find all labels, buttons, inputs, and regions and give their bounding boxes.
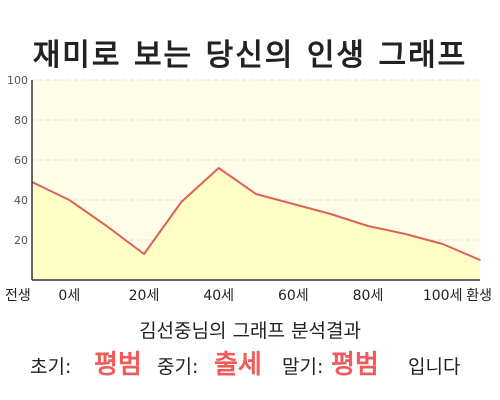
life-graph-chart: 20 40 60 80 100 전생 0세 20세 40세 60세 80세 100세 환생 [5, 74, 492, 304]
x-tick-label: 환생 [466, 288, 492, 304]
data-point [255, 193, 257, 195]
data-point [329, 213, 332, 215]
data-point [367, 225, 369, 227]
y-tick-label: 40 [14, 194, 28, 207]
middle-value: 출세 [214, 350, 262, 380]
data-point [292, 203, 295, 205]
middle-label: 중기: [157, 356, 199, 378]
x-tick-label: 0세 [58, 288, 80, 304]
early-value: 평범 [94, 350, 142, 380]
early-label: 초기: [30, 356, 72, 378]
x-tick-label: 60세 [278, 288, 309, 304]
y-tick-label: 20 [14, 234, 28, 247]
late-value: 평범 [331, 350, 379, 380]
ending-text: 입니다 [408, 356, 461, 378]
x-tick-label: 80세 [353, 288, 384, 304]
series-area [32, 168, 480, 280]
data-point [105, 225, 108, 227]
y-tick-label: 100 [7, 74, 28, 87]
analysis-title: 김선중님의 그래프 분석결과 [139, 320, 361, 342]
analysis-summary: 초기: 평범 중기: 출세 말기: 평범 입니다 [30, 344, 480, 384]
x-tick-label: 40세 [203, 288, 234, 304]
x-tick-label: 100세 [423, 288, 463, 304]
y-tick-label: 60 [14, 154, 28, 167]
page-title: 재미로 보는 당신의 인생 그래프 [32, 38, 468, 73]
y-tick-label: 80 [14, 114, 28, 127]
data-point [441, 243, 444, 245]
data-point [479, 259, 481, 261]
data-point [180, 201, 183, 203]
data-point [404, 233, 407, 235]
data-point [217, 167, 220, 169]
series-layer [31, 167, 481, 280]
x-tick-label: 전생 [5, 288, 31, 304]
data-point [143, 253, 145, 255]
chart-axes [31, 80, 480, 281]
data-point [68, 199, 71, 201]
x-tick-label: 20세 [129, 288, 160, 304]
late-label: 말기: [282, 356, 324, 378]
x-axis-ticks: 전생 0세 20세 40세 60세 80세 100세 환생 [5, 288, 492, 304]
y-axis-ticks: 20 40 60 80 100 [7, 74, 28, 247]
